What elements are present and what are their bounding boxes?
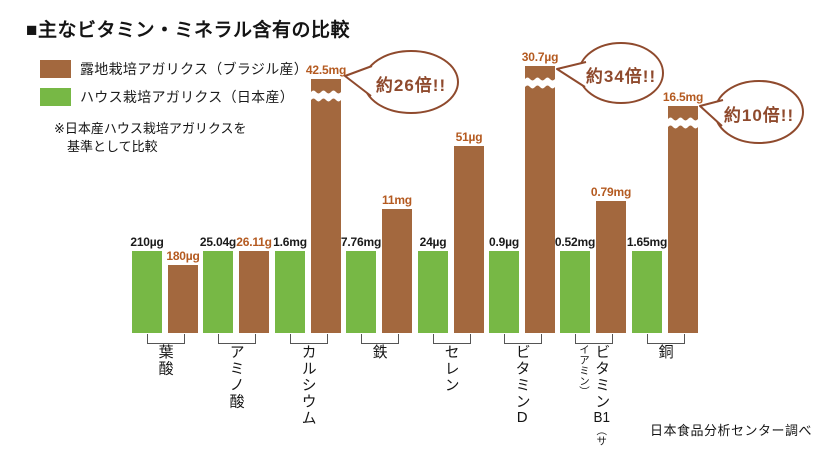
bar-house-0	[132, 251, 162, 333]
category-label-3: 鉄	[370, 344, 388, 361]
bar-field-7	[668, 106, 698, 333]
pair-bracket-5	[504, 334, 542, 344]
axis-break-wave	[668, 117, 698, 129]
value-label-house-7: 1.65mg	[626, 235, 668, 249]
pair-bracket-4	[433, 334, 471, 344]
value-label-field-3: 11mg	[382, 193, 412, 207]
value-label-house-3: 7.76mg	[340, 235, 382, 249]
bar-field-0	[168, 265, 198, 333]
category-label-1: アミノ酸	[227, 344, 245, 410]
category-main: 銅	[656, 344, 674, 361]
value-label-house-0: 210µg	[130, 235, 164, 249]
value-label-field-6: 0.79mg	[590, 185, 632, 199]
bar-field-2	[311, 79, 341, 333]
category-label-2: カルシウム	[299, 344, 317, 427]
source-credit: 日本食品分析センター調べ	[649, 423, 812, 438]
category-label-0: 葉酸	[156, 344, 174, 377]
legend-label-house: ハウス栽培アガリクス（日本産）	[80, 89, 295, 105]
chart-title: ■主なビタミン・ミネラル含有の比較	[26, 20, 350, 41]
value-label-house-2: 1.6mg	[273, 235, 307, 249]
category-main: ビタミンD	[513, 344, 531, 425]
category-label-7: 銅	[656, 344, 674, 361]
pair-bracket-2	[290, 334, 328, 344]
category-main: 鉄	[370, 344, 388, 361]
bar-house-5	[489, 251, 519, 333]
bar-house-1	[203, 251, 233, 333]
legend-swatch-field	[40, 60, 71, 78]
value-label-house-1: 25.04g	[199, 235, 237, 249]
annotation-bubble-text-2: 約10倍!!	[723, 106, 795, 125]
bar-field-5	[525, 66, 555, 333]
pair-bracket-1	[218, 334, 256, 344]
legend-label-field: 露地栽培アガリクス（ブラジル産）	[80, 61, 309, 77]
note-line2: 基準として比較	[67, 139, 158, 155]
pair-bracket-0	[147, 334, 185, 344]
category-label-4: セレン	[442, 344, 460, 394]
category-main: 葉酸	[156, 344, 174, 377]
legend-item-field: 露地栽培アガリクス（ブラジル産）	[40, 60, 308, 78]
bar-house-6	[560, 251, 590, 333]
axis-break-wave	[525, 77, 555, 89]
value-label-field-2: 42.5mg	[305, 63, 347, 77]
legend: 露地栽培アガリクス（ブラジル産） ハウス栽培アガリクス（日本産）	[40, 60, 308, 116]
bar-field-6	[596, 201, 626, 333]
category-main: セレン	[442, 344, 460, 394]
annotation-bubble-text-1: 約34倍!!	[585, 67, 657, 86]
value-label-field-1: 26.11g	[236, 235, 272, 249]
comparison-note: ※日本産ハウス栽培アガリクスを 基準として比較	[54, 120, 247, 156]
category-main: アミノ酸	[227, 344, 245, 410]
value-label-house-4: 24µg	[419, 235, 447, 249]
bar-field-4	[454, 146, 484, 333]
bar-house-3	[346, 251, 376, 333]
value-label-field-4: 51µg	[455, 130, 483, 144]
bar-house-7	[632, 251, 662, 333]
category-main: カルシウム	[299, 344, 317, 427]
annotation-bubble-text-0: 約26倍!!	[375, 76, 447, 95]
pair-bracket-7	[647, 334, 685, 344]
value-label-field-7: 16.5mg	[662, 90, 704, 104]
legend-item-house: ハウス栽培アガリクス（日本産）	[40, 88, 308, 106]
category-main: ビタミンB1	[593, 344, 611, 425]
category-label-6: ビタミンB1（サイアミン）	[576, 344, 611, 452]
value-label-field-0: 180µg	[166, 249, 200, 263]
bar-house-2	[275, 251, 305, 333]
bar-house-4	[418, 251, 448, 333]
pair-bracket-3	[361, 334, 399, 344]
value-label-house-5: 0.9µg	[489, 235, 519, 249]
category-label-5: ビタミンD	[513, 344, 531, 425]
bar-field-1	[239, 251, 269, 333]
value-label-house-6: 0.52mg	[554, 235, 596, 249]
pair-bracket-6	[575, 334, 613, 344]
category-sub: （サイアミン）	[578, 344, 608, 446]
legend-swatch-house	[40, 88, 71, 106]
bar-field-3	[382, 209, 412, 333]
note-line1: ※日本産ハウス栽培アガリクスを	[54, 121, 247, 136]
axis-break-wave	[311, 90, 341, 102]
value-label-field-5: 30.7µg	[521, 50, 559, 64]
